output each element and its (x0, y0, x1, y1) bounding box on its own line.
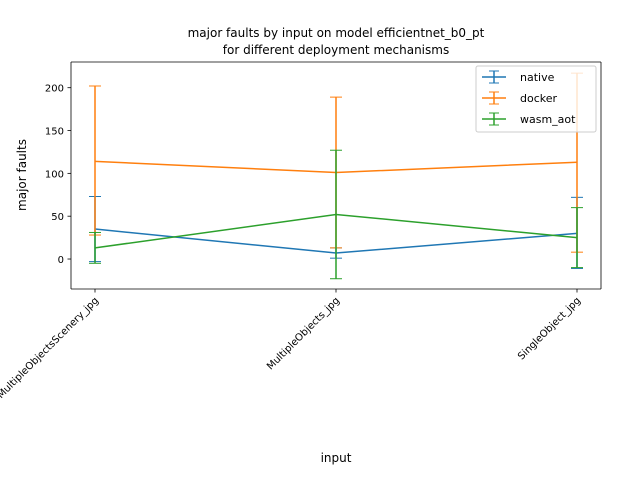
y-tick-label: 0 (58, 255, 64, 266)
y-tick-label: 50 (51, 212, 64, 223)
legend-label: wasm_aot (520, 113, 576, 126)
legend-entry-docker: docker (482, 91, 558, 105)
x-tick-label: SingleObject_jpg (516, 295, 583, 362)
x-tick-label: MultipleObjectsScenery_jpg (0, 295, 101, 401)
y-tick-label: 200 (45, 84, 64, 95)
y-axis-ticks: 0 50 100 150 200 (45, 84, 71, 266)
series-layer (89, 72, 583, 280)
chart-title-line-1: major faults by input on model efficient… (188, 26, 485, 40)
x-axis-ticks: MultipleObjectsScenery_jpg MultipleObject… (0, 289, 583, 401)
series-wasm_aot (89, 149, 583, 280)
y-tick-label: 100 (45, 169, 64, 180)
y-tick-label: 150 (45, 127, 64, 138)
legend-label: docker (520, 92, 558, 105)
x-axis-label: input (321, 451, 352, 465)
chart-title-line-2: for different deployment mechanisms (223, 43, 449, 57)
x-tick-label: MultipleObjects_jpg (265, 295, 342, 372)
legend-entry-native: native (482, 70, 555, 84)
legend-entry-wasm_aot: wasm_aot (482, 112, 576, 126)
chart-title: major faults by input on model efficient… (188, 26, 485, 57)
y-axis-label: major faults (15, 139, 29, 211)
legend: native docker wasm_aot (475, 65, 597, 133)
legend-box (475, 65, 597, 133)
series-line-wasm_aot (94, 213, 578, 249)
legend-label: native (520, 71, 555, 84)
